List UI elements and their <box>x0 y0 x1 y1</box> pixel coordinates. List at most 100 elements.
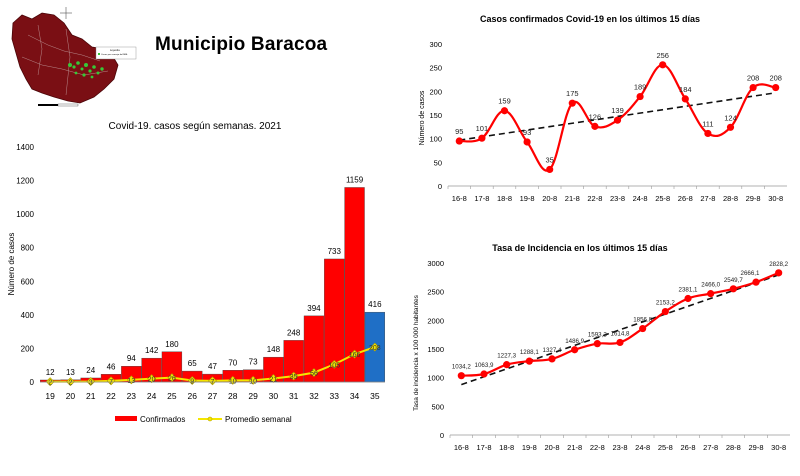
data-point <box>568 99 576 107</box>
data-point <box>525 357 533 365</box>
data-point <box>729 285 737 293</box>
point-promedio <box>370 342 380 352</box>
x-tick-label: 25-8 <box>655 194 670 203</box>
x-tick-label: 31 <box>289 391 299 401</box>
data-label: 1288,1 <box>520 349 539 356</box>
map-legend: Leyenda Casos por consejo del MBL <box>95 46 137 60</box>
y-tick-label: 200 <box>429 87 442 96</box>
point-promedio <box>187 376 197 385</box>
y-tick-label: 800 <box>21 244 35 253</box>
x-tick-label: 25-8 <box>658 443 673 452</box>
x-tick-label: 24-8 <box>633 194 648 203</box>
x-tick-label: 35 <box>370 391 380 401</box>
x-tick-label: 29 <box>248 391 258 401</box>
y-tick-label: 3000 <box>427 259 444 268</box>
data-point <box>478 134 486 142</box>
y-tick-label: 500 <box>431 402 444 411</box>
y-tick-label: 100 <box>429 135 442 144</box>
data-point <box>661 307 669 316</box>
promedio-value-label: 2 <box>68 380 72 387</box>
data-point <box>616 338 624 347</box>
data-label: 126 <box>589 112 602 121</box>
bar-value-label: 73 <box>249 358 258 367</box>
x-tick-label: 16-8 <box>454 443 469 452</box>
data-point <box>726 123 735 131</box>
bar-value-label: 1159 <box>346 175 364 184</box>
chart-title: Tasa de Incidencia en los últimos 15 día… <box>492 243 667 253</box>
data-point <box>503 361 511 369</box>
promedio-value-label: 105 <box>328 362 340 369</box>
y-tick-label: 0 <box>440 431 444 440</box>
x-tick-label: 30 <box>269 391 279 401</box>
x-tick-label: 26 <box>187 391 197 401</box>
x-tick-label: 34 <box>350 391 360 401</box>
map-green-markers <box>68 61 104 79</box>
data-label: 184 <box>679 85 692 94</box>
x-tick-label: 29-8 <box>748 443 763 452</box>
y-tick-label: 2500 <box>427 288 444 297</box>
x-tick-label: 23-8 <box>610 194 625 203</box>
data-point <box>636 92 644 101</box>
x-tick-label: 23 <box>127 391 137 401</box>
data-point <box>523 138 531 146</box>
chart-last-15-days: Casos confirmados Covid-19 en los último… <box>419 14 787 203</box>
y-tick-label: 1000 <box>16 210 34 219</box>
x-tick-label: 28-8 <box>726 443 741 452</box>
bar-value-label: 94 <box>127 354 136 363</box>
data-point <box>684 294 692 303</box>
chart-weekly-cases: Covid-19. casos según semanas. 2021 Núme… <box>7 121 385 424</box>
y-tick-label: 300 <box>429 40 442 49</box>
y-tick-label: 50 <box>434 158 442 167</box>
data-label: 111 <box>702 119 713 128</box>
x-tick-label: 26-8 <box>678 194 693 203</box>
x-tick-label: 24 <box>147 391 157 401</box>
promedio-value-label: 166 <box>349 352 361 359</box>
data-point <box>593 340 601 348</box>
x-tick-label: 22-8 <box>587 194 602 203</box>
x-tick-label: 33 <box>330 391 340 401</box>
x-tick-label: 30-8 <box>771 443 786 452</box>
x-tick-label: 23-8 <box>612 443 627 452</box>
chart-title: Covid-19. casos según semanas. 2021 <box>109 121 282 132</box>
promedio-value-label: 208 <box>369 345 381 352</box>
data-point <box>772 83 780 92</box>
data-label: 124 <box>724 113 737 122</box>
data-label: 93 <box>523 128 531 137</box>
data-label: 101 <box>476 124 489 133</box>
bar-value-label: 733 <box>328 247 342 256</box>
legend-label-confirmados: Confirmados <box>140 415 185 424</box>
data-label: 208 <box>769 74 782 83</box>
chart-incidence-rate: Tasa de Incidencia en los últimos 15 día… <box>413 243 790 452</box>
x-tick-label: 19 <box>45 391 55 401</box>
data-label: 1327,4 <box>543 347 562 354</box>
y-tick-label: 0 <box>30 378 35 387</box>
svg-text:Leyenda: Leyenda <box>110 49 120 52</box>
bar-value-label: 47 <box>208 362 217 371</box>
promedio-value-label: 35 <box>290 374 298 381</box>
x-tick-label: 19-8 <box>520 194 535 203</box>
data-point <box>480 370 488 378</box>
point-promedio <box>268 374 278 383</box>
page-title: Municipio Baracoa <box>155 34 328 55</box>
x-tick-label: 25 <box>167 391 177 401</box>
data-point <box>775 269 783 277</box>
data-label: 1486,9 <box>565 338 584 345</box>
legend: Confirmados Promedio semanal <box>115 415 292 424</box>
x-tick-label: 22-8 <box>590 443 605 452</box>
data-point <box>591 122 599 130</box>
data-point <box>681 95 689 103</box>
map-shape <box>11 12 119 104</box>
bar-value-label: 394 <box>307 304 321 313</box>
data-label: 1614,8 <box>611 330 630 337</box>
point-promedio <box>106 376 116 386</box>
x-tick-label: 17-8 <box>474 194 489 203</box>
data-label: 208 <box>747 74 760 83</box>
data-label: 1063,9 <box>475 362 494 369</box>
x-tick-label: 28-8 <box>723 194 738 203</box>
data-point <box>546 165 554 174</box>
bar-value-label: 24 <box>86 366 95 375</box>
point-promedio <box>86 377 96 386</box>
x-tick-label: 30-8 <box>768 194 783 203</box>
data-point <box>707 290 715 298</box>
x-tick-label: 20-8 <box>542 194 557 203</box>
